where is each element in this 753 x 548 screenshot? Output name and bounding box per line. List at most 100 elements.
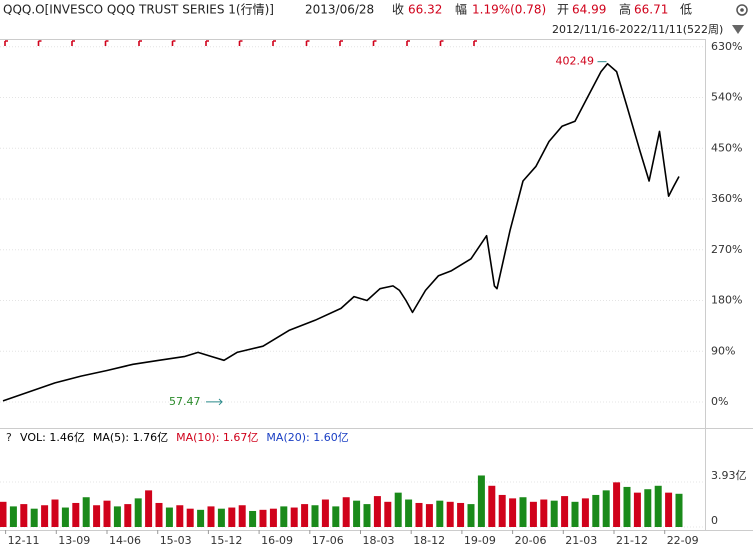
event-marker bbox=[71, 40, 75, 46]
change: 1.19%(0.78) bbox=[472, 3, 546, 17]
volume-bar bbox=[217, 508, 225, 527]
volume-bar bbox=[644, 489, 652, 527]
volume-bar bbox=[30, 508, 38, 527]
x-tick-label: 12-11 bbox=[8, 534, 40, 547]
volume-bar bbox=[498, 494, 506, 527]
volume-bar bbox=[61, 507, 69, 527]
volume-bar bbox=[186, 508, 194, 527]
volume-bar bbox=[633, 492, 641, 527]
volume-bar bbox=[384, 501, 392, 527]
y-tick-label: 360% bbox=[711, 192, 742, 205]
volume-bar bbox=[623, 486, 631, 527]
volume-bar bbox=[155, 502, 163, 527]
volume-bar bbox=[207, 506, 215, 527]
event-marker bbox=[272, 40, 276, 46]
x-tick-label: 22-09 bbox=[667, 534, 699, 547]
x-tick-label: 21-03 bbox=[565, 534, 597, 547]
date: 2013/06/28 bbox=[305, 3, 374, 17]
event-marker bbox=[473, 40, 477, 46]
x-tick-label: 14-06 bbox=[109, 534, 141, 547]
volume-bar bbox=[72, 502, 80, 527]
settings-icon[interactable] bbox=[736, 4, 748, 16]
low-label: 低 bbox=[680, 3, 692, 17]
x-tick-label: 18-03 bbox=[363, 534, 395, 547]
volume-bar bbox=[519, 497, 527, 527]
symbol: QQQ.O[INVESCO QQQ TRUST SERIES 1(行情)] bbox=[3, 3, 274, 17]
x-tick-label: 15-12 bbox=[210, 534, 242, 547]
y-tick-label: 270% bbox=[711, 243, 742, 256]
volume-bar bbox=[134, 498, 142, 527]
low-arrow bbox=[206, 398, 223, 406]
volume-bar bbox=[488, 485, 496, 527]
volume-bar bbox=[290, 507, 298, 527]
volume-bar bbox=[425, 504, 433, 527]
volume-bar bbox=[176, 505, 184, 527]
volume-bar bbox=[103, 500, 111, 527]
date-range[interactable]: 2012/11/16-2022/11/11(522周) bbox=[552, 23, 723, 36]
open: 64.99 bbox=[572, 3, 606, 17]
dropdown-arrow[interactable] bbox=[732, 25, 744, 34]
volume-bar bbox=[529, 501, 537, 527]
y-tick-label: 0% bbox=[711, 395, 728, 408]
y-tick-label: 180% bbox=[711, 294, 742, 307]
close-label: 收 bbox=[392, 3, 404, 17]
volume-bar bbox=[82, 497, 90, 527]
x-tick-label: 18-12 bbox=[413, 534, 445, 547]
volume-bar bbox=[581, 498, 589, 527]
high-label: 高 bbox=[619, 2, 631, 17]
volume-bar bbox=[238, 505, 246, 527]
volume-bar bbox=[259, 509, 267, 527]
high-annotation: 402.49 bbox=[556, 55, 595, 68]
volume-bar bbox=[665, 492, 673, 527]
volume-bar bbox=[353, 500, 361, 527]
volume-bar bbox=[249, 510, 257, 527]
y-tick-label: 630% bbox=[711, 40, 742, 53]
volume-bar bbox=[592, 494, 600, 527]
volume-bar bbox=[9, 506, 17, 527]
volume-bar bbox=[561, 496, 569, 527]
help-icon[interactable]: ? bbox=[6, 431, 12, 444]
volume-bar bbox=[436, 500, 444, 527]
event-marker bbox=[339, 40, 343, 46]
volume-legend: MA(10): 1.67亿 bbox=[176, 431, 258, 444]
volume-bar bbox=[124, 504, 132, 527]
volume-legend: VOL: 1.46亿 bbox=[20, 431, 85, 444]
volume-bar bbox=[197, 509, 205, 527]
event-marker bbox=[104, 40, 109, 46]
header: QQQ.O[INVESCO QQQ TRUST SERIES 1(行情)] 20… bbox=[3, 2, 748, 36]
volume-bar bbox=[113, 506, 121, 527]
volume-bar bbox=[51, 499, 59, 527]
volume-bar bbox=[165, 507, 173, 527]
volume-bar bbox=[321, 499, 329, 527]
event-marker bbox=[37, 40, 42, 46]
event-marker bbox=[4, 40, 8, 46]
y-tick-label: 3.93亿 bbox=[711, 469, 747, 482]
volume-bar bbox=[550, 500, 558, 527]
x-tick-label: 20-06 bbox=[515, 534, 547, 547]
volume-bar bbox=[654, 485, 662, 527]
change-label: 幅 bbox=[455, 2, 467, 17]
volume-bar bbox=[613, 482, 621, 527]
gear-center[interactable] bbox=[740, 8, 744, 12]
event-marker bbox=[138, 40, 142, 46]
low-annotation: 57.47 bbox=[169, 395, 201, 408]
x-tick-label: 19-09 bbox=[464, 534, 496, 547]
event-marker bbox=[238, 40, 243, 46]
volume-bar bbox=[269, 508, 277, 527]
volume-bar bbox=[311, 505, 319, 527]
event-markers bbox=[4, 40, 477, 46]
volume-bar bbox=[342, 497, 350, 527]
x-tick-label: 16-09 bbox=[261, 534, 293, 547]
volume-bar bbox=[394, 492, 402, 527]
volume-bar bbox=[509, 498, 517, 527]
volume-bar bbox=[301, 504, 309, 527]
x-tick-label: 13-09 bbox=[58, 534, 90, 547]
volume-bar bbox=[228, 507, 236, 527]
gear[interactable] bbox=[736, 4, 748, 16]
event-marker bbox=[305, 40, 310, 46]
event-marker bbox=[439, 40, 444, 46]
volume-bar bbox=[405, 499, 413, 527]
open-label: 开 bbox=[557, 3, 569, 17]
